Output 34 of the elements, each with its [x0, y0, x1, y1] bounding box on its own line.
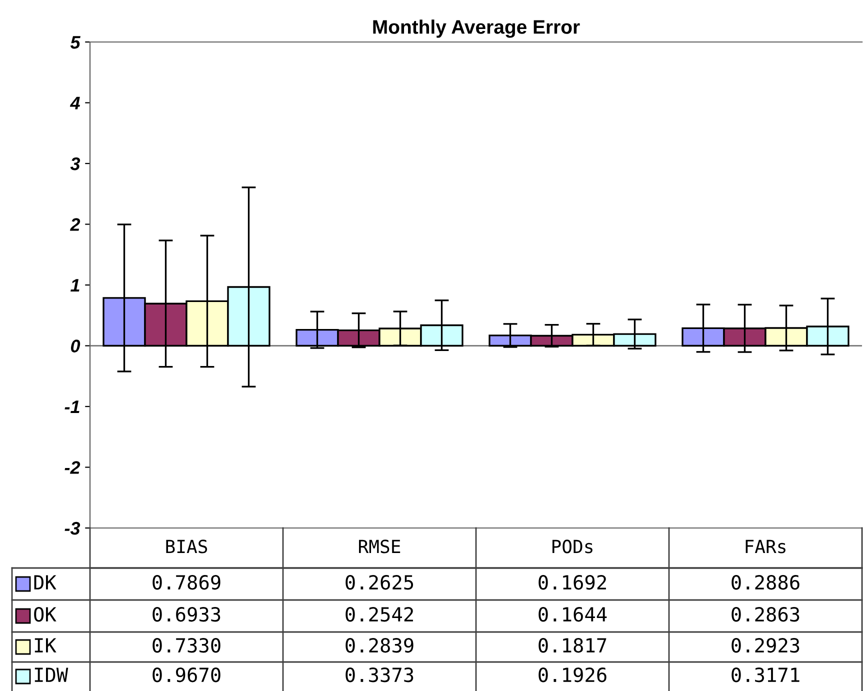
data-label: 0.2839: [346, 638, 414, 653]
y-tick-label: 3: [70, 157, 80, 170]
x-tick-label: PODs: [552, 540, 592, 554]
data-label: 0.2542: [346, 606, 413, 622]
data-label: 0.1817: [538, 638, 606, 653]
legend-label: DK: [34, 575, 56, 590]
y-tick-label: 5: [70, 36, 80, 49]
y-tick-label: -2: [64, 461, 80, 474]
x-tick-label: FARs: [746, 540, 786, 554]
data-label: 0.2625: [346, 574, 414, 590]
legend-label: OK: [34, 606, 56, 622]
legend-label: IDW: [34, 668, 68, 682]
x-tick-label: BIAS: [166, 540, 208, 554]
data-label: 0.2886: [732, 574, 800, 590]
y-tick-label: 2: [70, 218, 80, 231]
data-label: 0.3171: [732, 667, 800, 682]
x-tick-label: RMSE: [359, 540, 400, 554]
legend-label: IK: [34, 638, 56, 652]
data-label: 0.1926: [538, 667, 606, 682]
data-label: 0.1644: [538, 606, 607, 622]
y-tick-label: 0: [70, 340, 80, 352]
data-label: 0.6933: [152, 606, 220, 622]
data-label: 0.2923: [732, 638, 800, 653]
data-label: 0.2863: [732, 606, 800, 622]
data-label: 0.7869: [152, 574, 220, 590]
y-tick-label: -1: [64, 400, 80, 414]
data-label: 0.9670: [152, 667, 220, 682]
y-tick-label: 1: [70, 279, 80, 292]
data-label: 0.7330: [152, 638, 220, 653]
data-label: 0.3373: [346, 667, 414, 682]
chart-title: Monthly Average Error: [373, 20, 580, 38]
y-tick-label: 4: [70, 96, 80, 110]
y-tick-label: -3: [64, 522, 80, 535]
data-label: 0.1692: [538, 574, 606, 590]
